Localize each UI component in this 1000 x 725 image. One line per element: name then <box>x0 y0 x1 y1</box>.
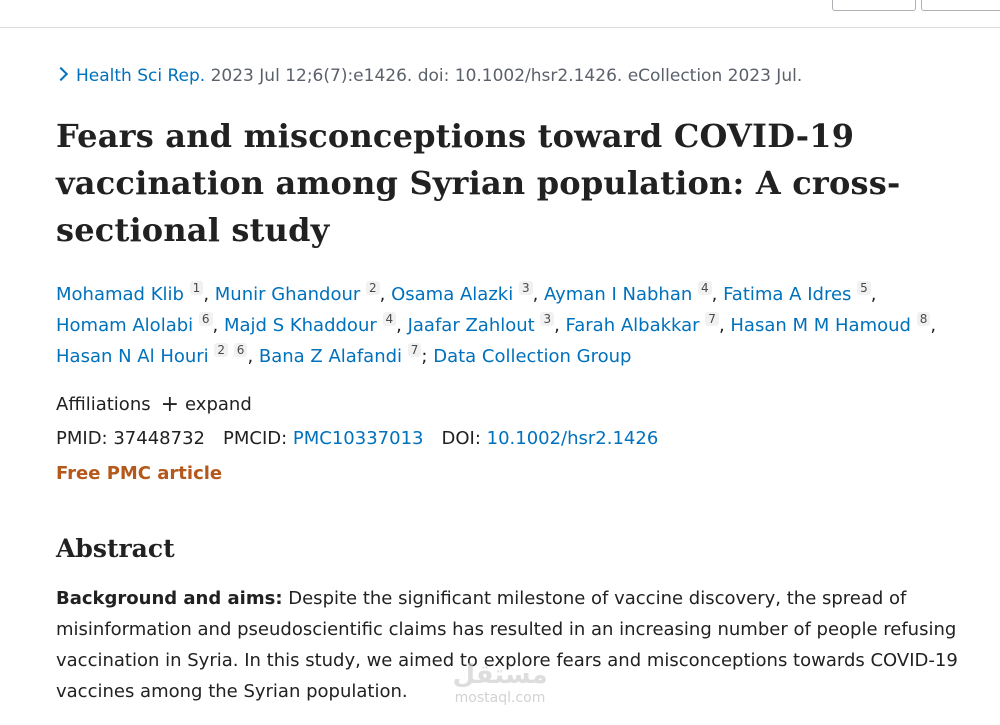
affiliation-ref[interactable]: 6 <box>233 343 248 357</box>
author-link[interactable]: Bana Z Alafandi <box>258 346 403 367</box>
author-link[interactable]: Mohamad Klib <box>56 284 184 305</box>
doi-link[interactable]: 10.1002/hsr2.1426 <box>486 428 659 449</box>
author-link[interactable]: Ayman I Nabhan <box>544 284 693 305</box>
chevron-right-icon <box>53 66 69 82</box>
abstract-heading: Abstract <box>56 534 175 563</box>
abstract-section-label: Background and aims: <box>56 588 283 609</box>
affiliation-ref[interactable]: 7 <box>407 343 422 357</box>
author-list: Mohamad Klib 1, Munir Ghandour 2, Osama … <box>56 281 937 367</box>
pmid-label: PMID: <box>56 428 108 449</box>
abstract-section-text: Despite the significant milestone of vac… <box>56 588 958 702</box>
pmcid-link[interactable]: PMC10337013 <box>292 428 424 449</box>
affiliation-ref[interactable]: 4 <box>382 312 397 326</box>
plus-icon: + <box>160 392 180 417</box>
watermark-site: mostaql.com <box>454 690 546 706</box>
header-button-right[interactable] <box>921 0 1000 11</box>
author-link[interactable]: Jaafar Zahlout <box>407 315 535 336</box>
author-link-group[interactable]: Data Collection Group <box>433 346 632 367</box>
affiliation-ref[interactable]: 7 <box>705 312 719 326</box>
affiliation-ref[interactable]: 4 <box>698 281 712 295</box>
affiliation-ref[interactable]: 3 <box>540 312 555 326</box>
affiliation-ref[interactable]: 2 <box>366 281 380 295</box>
author-link[interactable]: Farah Albakkar <box>565 315 700 336</box>
affiliation-ref[interactable]: 8 <box>916 312 931 326</box>
author-link[interactable]: Hasan M M Hamoud <box>730 315 911 336</box>
expand-label: expand <box>185 394 252 415</box>
pmcid-label: PMCID: <box>222 428 288 449</box>
author-link[interactable]: Majd S Khaddour <box>223 315 377 336</box>
doi-label: DOI: <box>441 428 481 449</box>
affiliations-row: Affiliations + expand <box>56 391 252 418</box>
affiliations-label: Affiliations <box>56 394 151 415</box>
article-title: Fears and misconceptions toward COVID-19… <box>56 117 901 249</box>
author-link[interactable]: Munir Ghandour <box>214 284 361 305</box>
affiliation-ref[interactable]: 3 <box>518 281 533 295</box>
identifiers-row: PMID: 37448732 PMCID: PMC10337013 DOI: 10.… <box>56 426 658 452</box>
watermark: مستقل mostaql.com <box>438 660 562 706</box>
author-link[interactable]: Fatima A Idres <box>723 284 852 305</box>
journal-link[interactable]: Health Sci Rep. <box>76 66 206 86</box>
affiliations-expand-button[interactable]: + expand <box>160 392 252 417</box>
header-button-left[interactable] <box>832 0 916 11</box>
affiliation-ref[interactable]: 2 <box>214 343 229 357</box>
watermark-logo: مستقل <box>452 660 548 690</box>
author-link[interactable]: Homam Alolabi <box>56 315 194 336</box>
pmid-value: 37448732 <box>113 428 205 449</box>
affiliation-ref[interactable]: 6 <box>198 312 213 326</box>
free-pmc-article-link[interactable]: Free PMC article <box>56 463 223 484</box>
citation-details: 2023 Jul 12;6(7):e1426. doi: 10.1002/hsr… <box>210 66 803 86</box>
affiliation-ref[interactable]: 5 <box>857 281 871 295</box>
author-link[interactable]: Osama Alazki <box>391 284 514 305</box>
author-link[interactable]: Hasan N Al Houri <box>56 346 209 367</box>
citation-line: Health Sci Rep. 2023 Jul 12;6(7):e1426. … <box>53 64 803 88</box>
affiliation-ref[interactable]: 1 <box>189 281 204 295</box>
header-divider <box>0 27 1000 28</box>
abstract-paragraph: Background and aims: Despite the signifi… <box>56 583 986 707</box>
